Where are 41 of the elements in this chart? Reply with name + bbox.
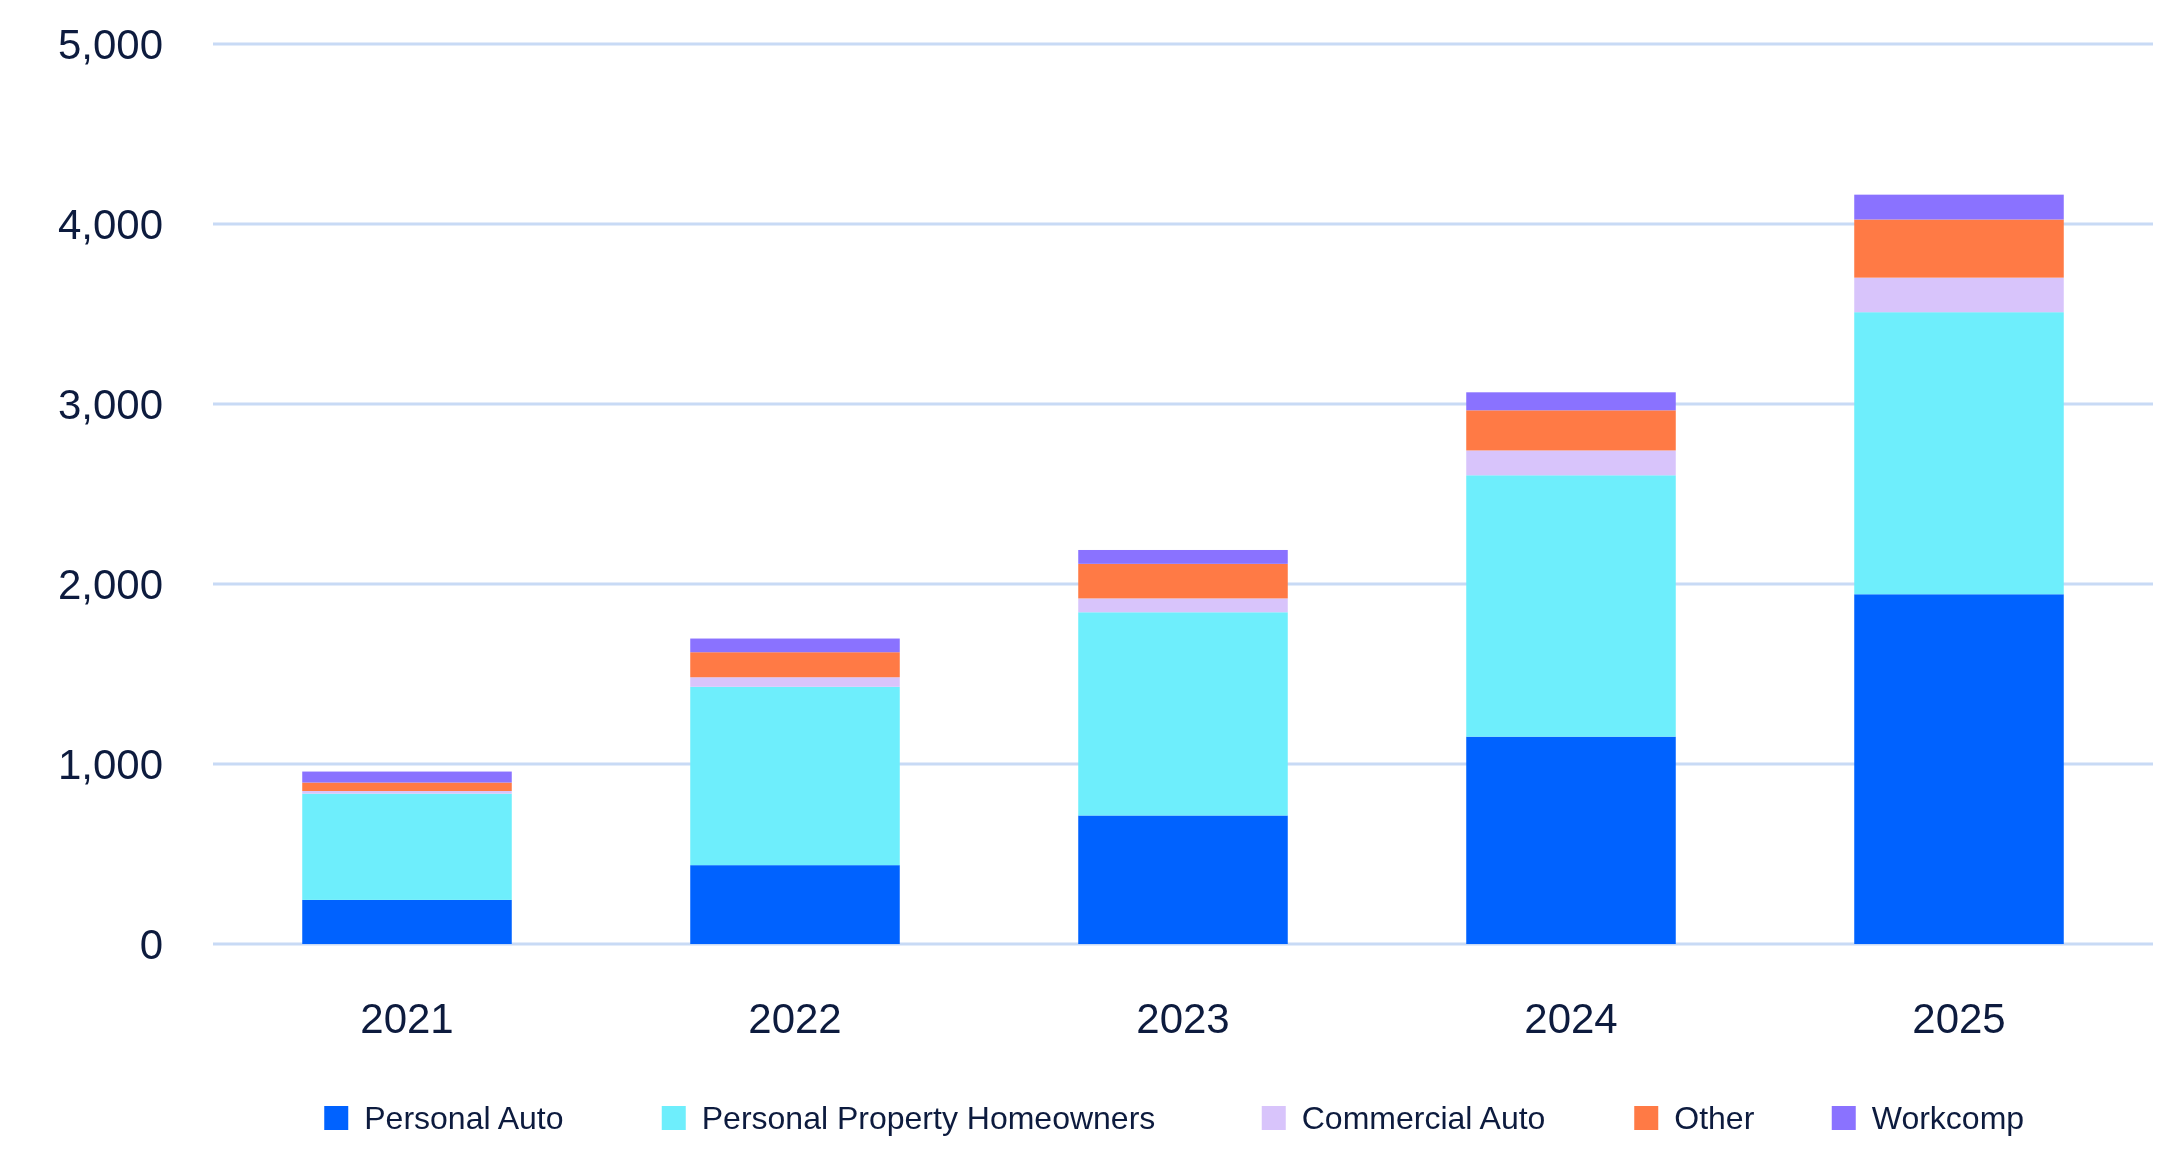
bar	[1078, 612, 1288, 816]
bar	[1854, 194, 2064, 220]
bar	[1466, 410, 1676, 451]
legend-label: Personal Property Homeowners	[701, 1100, 1156, 1136]
x-tick-label: 2023	[1136, 994, 1230, 1042]
bar	[1466, 392, 1676, 411]
x-tick-label: 2025	[1912, 994, 2006, 1042]
y-tick-label: 1,000	[57, 740, 163, 788]
bar	[302, 899, 512, 944]
bar	[302, 771, 512, 783]
y-tick-label: 4,000	[57, 200, 163, 248]
bar	[690, 638, 900, 653]
bar	[1078, 549, 1288, 564]
bar	[1854, 219, 2064, 278]
legend-label: Workcomp	[1871, 1100, 2025, 1136]
bar	[690, 865, 900, 944]
legend-label: Other	[1674, 1100, 1755, 1136]
legend-label: Commercial Auto	[1301, 1100, 1546, 1136]
bar	[302, 782, 512, 791]
bar	[302, 793, 512, 900]
x-tick-label: 2022	[748, 994, 842, 1042]
bar	[690, 652, 900, 678]
x-tick-label: 2024	[1524, 994, 1618, 1042]
y-tick-label: 3,000	[57, 380, 163, 428]
y-tick-label: 5,000	[57, 20, 163, 68]
bar	[1466, 475, 1676, 737]
bar	[1078, 815, 1288, 944]
y-tick-label: 2,000	[57, 560, 163, 608]
x-tick-label: 2021	[360, 994, 454, 1042]
bar	[1854, 277, 2064, 313]
y-tick-label: 0	[139, 920, 163, 968]
legend-label: Personal Auto	[364, 1100, 564, 1136]
bar	[1854, 312, 2064, 595]
bar	[1854, 594, 2064, 944]
bar	[1078, 598, 1288, 613]
bar	[690, 677, 900, 687]
bar	[690, 686, 900, 866]
bar	[1466, 736, 1676, 944]
bar	[1078, 563, 1288, 599]
bar	[302, 791, 512, 794]
bar	[1466, 450, 1676, 476]
